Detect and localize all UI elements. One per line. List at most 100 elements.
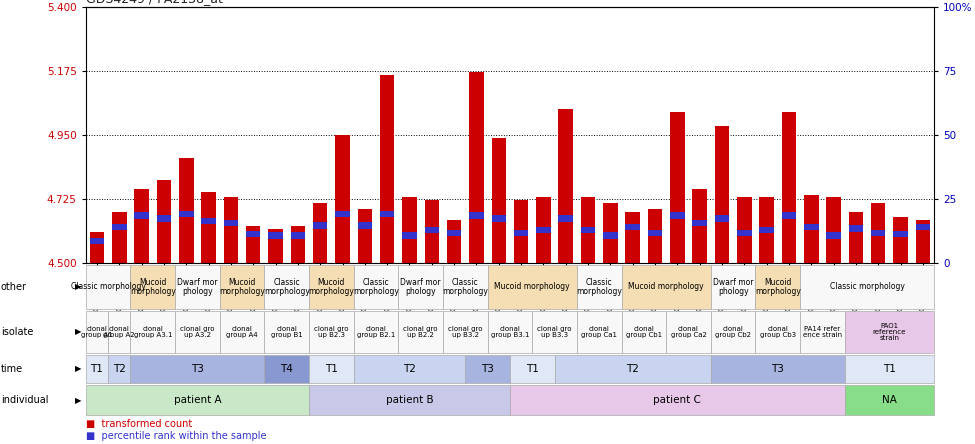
Bar xyxy=(893,231,908,237)
Bar xyxy=(358,222,372,229)
Bar xyxy=(514,200,528,263)
Bar xyxy=(223,198,238,263)
Text: clonal
group Ca2: clonal group Ca2 xyxy=(671,326,707,338)
Bar xyxy=(86,311,108,353)
Bar xyxy=(647,230,662,236)
Bar xyxy=(424,227,439,233)
Bar xyxy=(625,224,640,230)
Text: Classic morphology: Classic morphology xyxy=(830,282,905,291)
Bar xyxy=(223,220,238,226)
Bar xyxy=(380,211,395,217)
Text: Dwarf mor
phology: Dwarf mor phology xyxy=(713,278,754,296)
Text: ▶: ▶ xyxy=(75,396,81,404)
Bar xyxy=(465,355,510,383)
Bar xyxy=(399,265,443,309)
Bar xyxy=(621,311,666,353)
Bar xyxy=(135,189,149,263)
Text: T3: T3 xyxy=(482,364,494,374)
Bar xyxy=(737,198,752,263)
Text: clonal
group A1: clonal group A1 xyxy=(81,326,113,338)
Text: GDS4249 / PA2138_at: GDS4249 / PA2138_at xyxy=(86,0,222,5)
Bar xyxy=(219,311,264,353)
Text: Dwarf mor
phology: Dwarf mor phology xyxy=(177,278,217,296)
Bar xyxy=(135,213,149,219)
Bar xyxy=(447,220,461,263)
Bar xyxy=(443,311,488,353)
Bar xyxy=(90,238,104,244)
Text: ■  percentile rank within the sample: ■ percentile rank within the sample xyxy=(86,432,266,441)
Bar xyxy=(844,311,934,353)
Bar xyxy=(469,213,484,219)
Bar xyxy=(157,180,172,263)
Text: clonal
group A3.1: clonal group A3.1 xyxy=(134,326,172,338)
Bar xyxy=(604,203,617,263)
Text: T3: T3 xyxy=(191,364,204,374)
Bar xyxy=(756,265,800,309)
Text: T2: T2 xyxy=(626,364,640,374)
Bar xyxy=(176,311,219,353)
Bar xyxy=(737,230,752,236)
Bar xyxy=(335,135,350,263)
Bar xyxy=(246,226,260,263)
Bar xyxy=(848,212,863,263)
Text: time: time xyxy=(1,364,23,374)
Text: Classic morphology: Classic morphology xyxy=(70,282,145,291)
Bar xyxy=(491,215,506,222)
Bar xyxy=(313,222,328,229)
Text: T4: T4 xyxy=(280,364,293,374)
Bar xyxy=(86,355,108,383)
Bar xyxy=(848,225,863,231)
Text: Mucoid morphology: Mucoid morphology xyxy=(494,282,570,291)
Bar xyxy=(559,109,573,263)
Bar xyxy=(403,198,416,263)
Text: Classic
morphology: Classic morphology xyxy=(264,278,310,296)
Bar xyxy=(447,230,461,236)
Text: Classic
morphology: Classic morphology xyxy=(353,278,399,296)
Bar xyxy=(403,232,416,239)
Text: clonal gro
up B3.3: clonal gro up B3.3 xyxy=(537,326,571,338)
Bar xyxy=(916,224,930,230)
Bar xyxy=(536,198,551,263)
Text: clonal gro
up B2.3: clonal gro up B2.3 xyxy=(314,326,349,338)
Bar xyxy=(711,311,756,353)
Bar xyxy=(510,385,844,415)
Bar xyxy=(157,215,172,222)
Bar xyxy=(399,311,443,353)
Bar xyxy=(510,355,555,383)
Bar xyxy=(621,265,711,309)
Bar xyxy=(581,198,596,263)
Text: patient A: patient A xyxy=(174,395,221,405)
Bar xyxy=(219,265,264,309)
Text: Mucoid
morphology: Mucoid morphology xyxy=(130,278,176,296)
Bar xyxy=(760,198,774,263)
Bar xyxy=(488,311,532,353)
Text: NA: NA xyxy=(882,395,897,405)
Bar xyxy=(313,203,328,263)
Text: ▶: ▶ xyxy=(75,365,81,373)
Bar xyxy=(201,192,215,263)
Text: Classic
morphology: Classic morphology xyxy=(576,278,622,296)
Bar xyxy=(666,311,711,353)
Text: Dwarf mor
phology: Dwarf mor phology xyxy=(401,278,441,296)
Text: other: other xyxy=(1,282,27,292)
Bar xyxy=(268,232,283,239)
Text: patient C: patient C xyxy=(653,395,701,405)
Bar xyxy=(604,232,617,239)
Bar xyxy=(179,158,193,263)
Text: T1: T1 xyxy=(91,364,103,374)
Text: clonal
group A4: clonal group A4 xyxy=(226,326,257,338)
Bar xyxy=(647,209,662,263)
Text: ▶: ▶ xyxy=(75,327,81,337)
Bar xyxy=(108,355,131,383)
Bar xyxy=(555,355,711,383)
Bar xyxy=(380,75,395,263)
Bar xyxy=(488,265,577,309)
Bar xyxy=(112,212,127,263)
Text: individual: individual xyxy=(1,395,49,405)
Text: T3: T3 xyxy=(771,364,784,374)
Text: clonal gro
up B2.2: clonal gro up B2.2 xyxy=(404,326,438,338)
Text: ▶: ▶ xyxy=(75,282,81,291)
Bar xyxy=(424,200,439,263)
Text: patient B: patient B xyxy=(386,395,433,405)
Bar xyxy=(291,226,305,263)
